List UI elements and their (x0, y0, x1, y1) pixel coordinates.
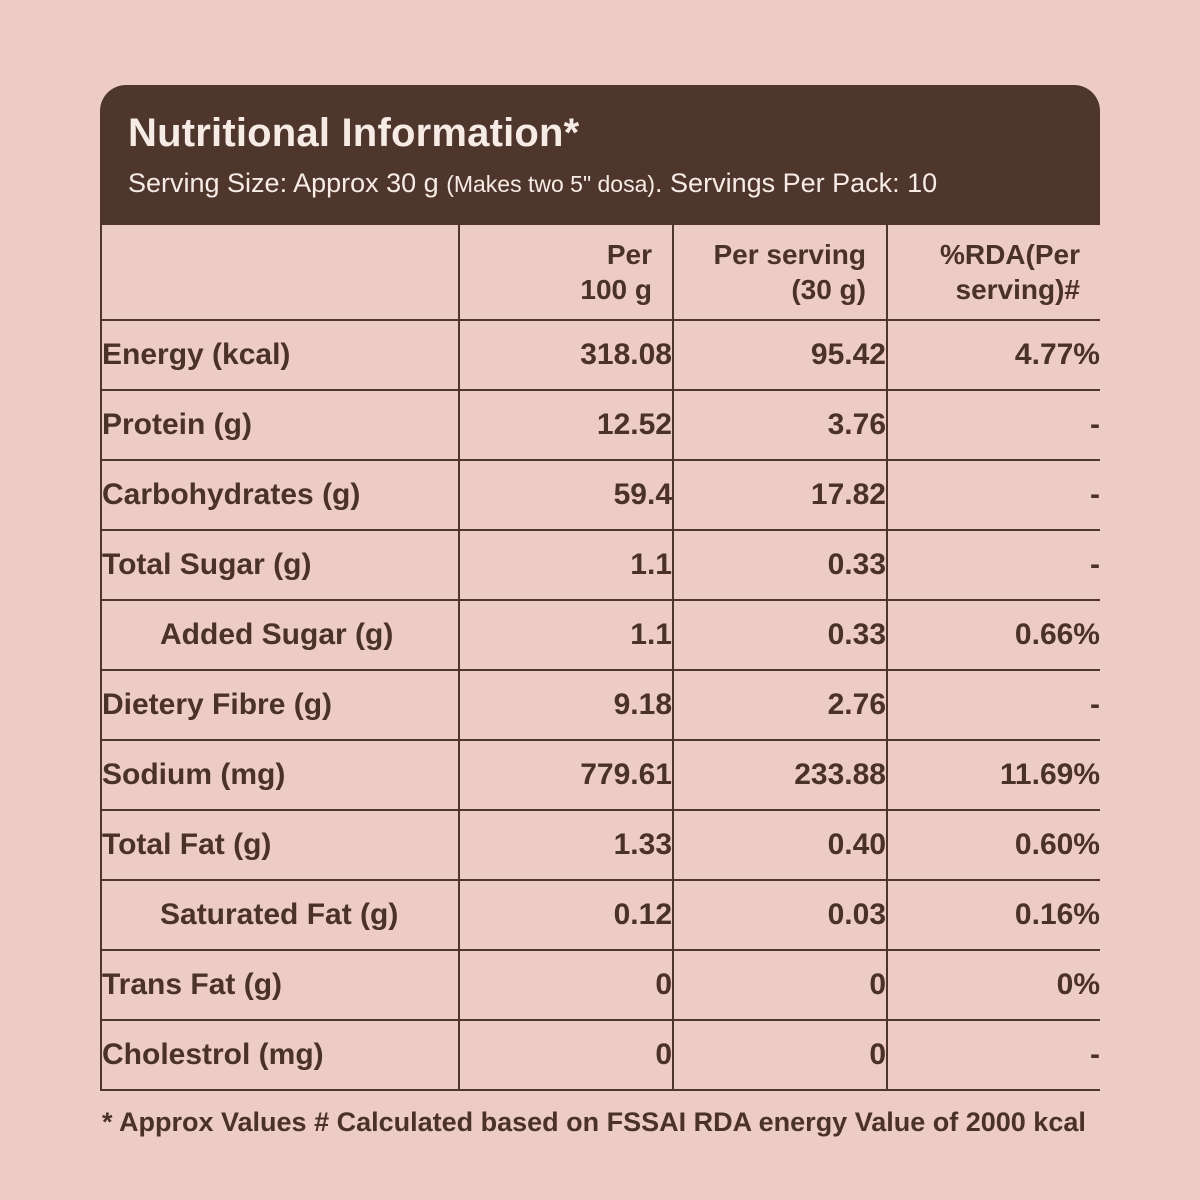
table-header-row: Per 100 g Per serving (30 g) %RDA(Per se… (100, 223, 1100, 321)
row-label: Carbohydrates (g) (100, 459, 460, 531)
value-per-serving: 0 (672, 949, 888, 1021)
value-per-100g: 0 (458, 949, 674, 1021)
value-rda: - (886, 389, 1100, 461)
row-label: Total Fat (g) (100, 809, 460, 881)
value-per-serving: 0.33 (672, 599, 888, 671)
value-per-100g: 318.08 (458, 319, 674, 391)
value-per-100g: 1.33 (458, 809, 674, 881)
card-header: Nutritional Information* Serving Size: A… (100, 85, 1100, 223)
value-per-serving: 2.76 (672, 669, 888, 741)
nutrition-table: Per 100 g Per serving (30 g) %RDA(Per se… (100, 223, 1100, 1091)
row-label: Cholestrol (mg) (100, 1019, 460, 1091)
value-rda: 0.66% (886, 599, 1100, 671)
row-label: Protein (g) (100, 389, 460, 461)
value-rda: - (886, 669, 1100, 741)
table-row-sodium: Sodium (mg) 779.61 233.88 11.69% (100, 739, 1100, 811)
value-per-serving: 3.76 (672, 389, 888, 461)
row-label: Trans Fat (g) (100, 949, 460, 1021)
page-title: Nutritional Information* (128, 111, 580, 155)
column-header-empty (100, 223, 460, 321)
serving-info: Serving Size: Approx 30 g (Makes two 5" … (128, 168, 1072, 199)
value-per-serving: 17.82 (672, 459, 888, 531)
value-per-100g: 59.4 (458, 459, 674, 531)
value-per-serving: 0.40 (672, 809, 888, 881)
column-header-per-serving: Per serving (30 g) (672, 223, 888, 321)
table-row-energy: Energy (kcal) 318.08 95.42 4.77% (100, 319, 1100, 391)
value-per-serving: 0 (672, 1019, 888, 1091)
value-rda: 11.69% (886, 739, 1100, 811)
table-row-carbohydrates: Carbohydrates (g) 59.4 17.82 - (100, 459, 1100, 531)
value-rda: 4.77% (886, 319, 1100, 391)
table-row-trans-fat: Trans Fat (g) 0 0 0% (100, 949, 1100, 1021)
column-header-per-100g: Per 100 g (458, 223, 674, 321)
table-row-dietary-fibre: Dietery Fibre (g) 9.18 2.76 - (100, 669, 1100, 741)
row-label: Sodium (mg) (100, 739, 460, 811)
nutrition-card: Nutritional Information* Serving Size: A… (100, 85, 1100, 1091)
value-per-100g: 0.12 (458, 879, 674, 951)
value-per-100g: 12.52 (458, 389, 674, 461)
value-per-100g: 1.1 (458, 599, 674, 671)
table-row-total-sugar: Total Sugar (g) 1.1 0.33 - (100, 529, 1100, 601)
footnote: * Approx Values # Calculated based on FS… (102, 1107, 1086, 1137)
value-per-serving: 0.33 (672, 529, 888, 601)
value-per-100g: 1.1 (458, 529, 674, 601)
value-rda: - (886, 529, 1100, 601)
row-label: Added Sugar (g) (100, 599, 460, 671)
value-rda: - (886, 459, 1100, 531)
serving-note-text: (Makes two 5" dosa) (446, 171, 656, 197)
column-header-rda: %RDA(Per serving)# (886, 223, 1100, 321)
table-row-added-sugar: Added Sugar (g) 1.1 0.33 0.66% (100, 599, 1100, 671)
table-row-total-fat: Total Fat (g) 1.33 0.40 0.60% (100, 809, 1100, 881)
table-row-saturated-fat: Saturated Fat (g) 0.12 0.03 0.16% (100, 879, 1100, 951)
value-rda: - (886, 1019, 1100, 1091)
serving-size-text: Serving Size: Approx 30 g (128, 168, 447, 198)
value-rda: 0.60% (886, 809, 1100, 881)
row-label: Dietery Fibre (g) (100, 669, 460, 741)
value-per-100g: 0 (458, 1019, 674, 1091)
servings-per-pack-text: . Servings Per Pack: 10 (655, 168, 938, 198)
value-per-serving: 0.03 (672, 879, 888, 951)
row-label: Saturated Fat (g) (100, 879, 460, 951)
value-per-100g: 9.18 (458, 669, 674, 741)
value-rda: 0.16% (886, 879, 1100, 951)
table-row-protein: Protein (g) 12.52 3.76 - (100, 389, 1100, 461)
value-per-serving: 233.88 (672, 739, 888, 811)
value-per-serving: 95.42 (672, 319, 888, 391)
row-label: Total Sugar (g) (100, 529, 460, 601)
value-rda: 0% (886, 949, 1100, 1021)
row-label: Energy (kcal) (100, 319, 460, 391)
table-row-cholesterol: Cholestrol (mg) 0 0 - (100, 1019, 1100, 1091)
value-per-100g: 779.61 (458, 739, 674, 811)
